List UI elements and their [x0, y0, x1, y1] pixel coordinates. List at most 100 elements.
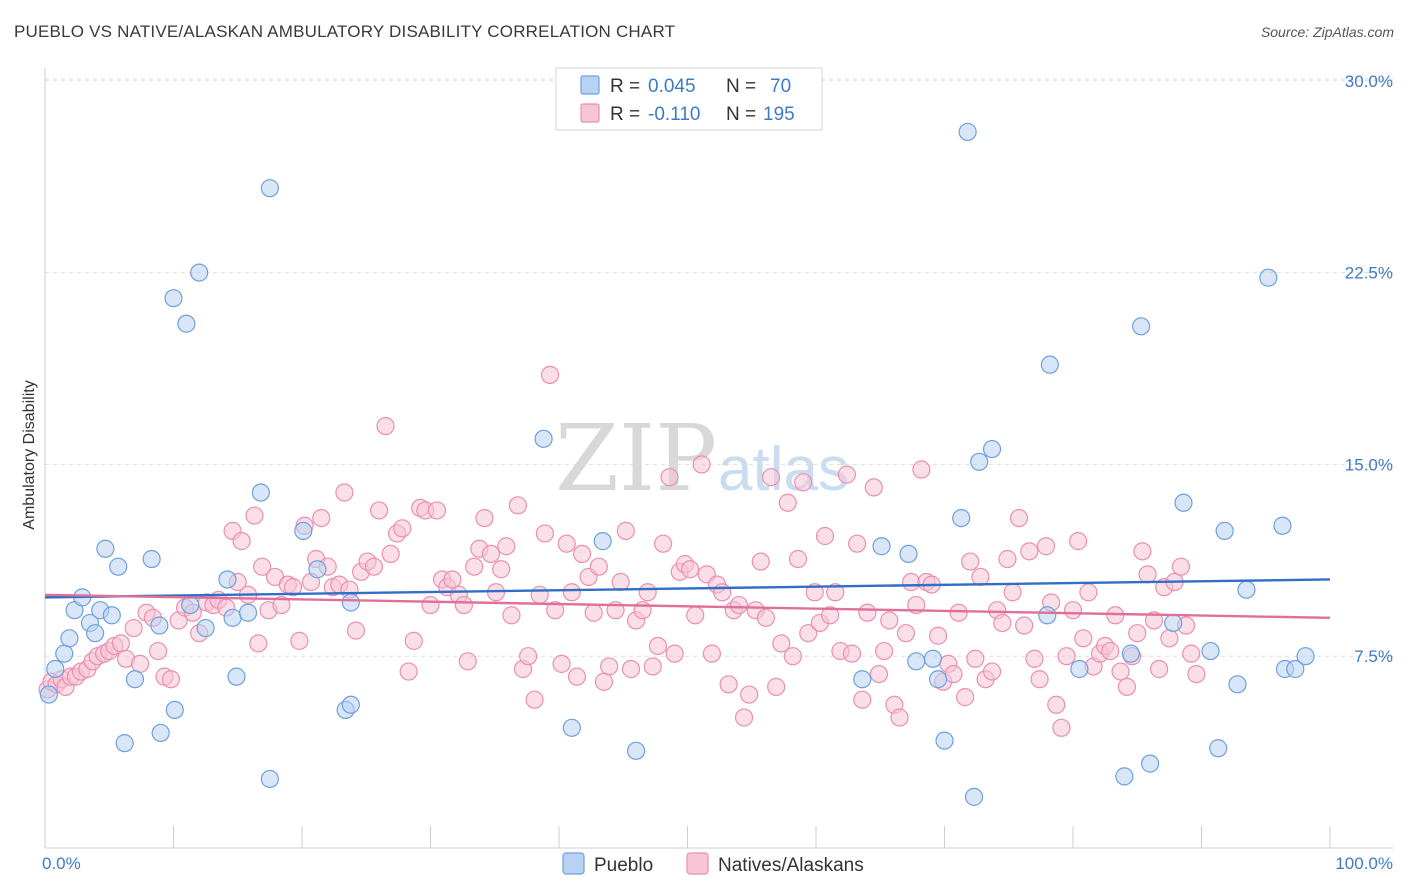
pueblo-point-21: [190, 263, 209, 282]
y-tick-label-1: 15.0%: [1345, 455, 1393, 474]
natives-point-76: [475, 508, 494, 528]
natives-point-94: [573, 544, 592, 564]
natives-point-124: [734, 708, 754, 727]
legend-r-value-natives: -0.110: [648, 104, 700, 125]
natives-point-99: [600, 657, 619, 676]
natives-point-153: [890, 708, 909, 727]
natives-point-51: [335, 483, 354, 502]
pueblo-point-68: [1286, 659, 1305, 679]
natives-point-131: [772, 634, 791, 653]
natives-point-192: [1101, 641, 1120, 661]
natives-point-130: [767, 677, 786, 696]
pueblo-point-40: [853, 670, 872, 689]
pueblo-point-69: [1296, 647, 1315, 666]
legend-n-label-natives: N =: [726, 104, 756, 125]
natives-point-145: [848, 534, 867, 553]
natives-point-89: [546, 601, 565, 620]
pueblo-point-9: [96, 539, 115, 558]
natives-point-127: [751, 552, 770, 571]
natives-point-132: [778, 493, 797, 512]
natives-point-184: [1057, 647, 1076, 666]
pueblo-point-28: [260, 179, 279, 198]
natives-point-174: [1003, 583, 1022, 602]
grid-lines: [45, 78, 1393, 657]
pueblo-point-22: [196, 618, 215, 638]
natives-point-17: [130, 654, 150, 673]
pueblo-point-20: [181, 595, 200, 615]
natives-point-80: [497, 537, 516, 556]
natives-point-168: [971, 567, 990, 587]
natives-point-14: [111, 634, 130, 653]
natives-point-33: [232, 532, 251, 551]
pueblo-point-60: [1201, 641, 1220, 661]
y-tick-label-0: 7.5%: [1354, 647, 1393, 666]
natives-point-56: [364, 557, 384, 576]
bottom-legend-swatch-pueblo: [562, 852, 585, 875]
natives-point-85: [525, 690, 544, 709]
natives-point-195: [1117, 677, 1137, 696]
natives-point-180: [1036, 537, 1056, 556]
pueblo-point-55: [1132, 317, 1151, 336]
pueblo-point-25: [227, 667, 246, 686]
pueblo-point-62: [1215, 521, 1234, 540]
pueblo-point-47: [970, 452, 989, 471]
legend-r-value-pueblo: 0.045: [648, 76, 696, 97]
natives-point-35: [245, 506, 264, 525]
pueblo-point-35: [534, 429, 553, 448]
natives-point-137: [805, 583, 824, 602]
pueblo-point-0: [39, 685, 58, 704]
natives-point-198: [1133, 542, 1152, 561]
natives-point-106: [638, 583, 657, 602]
y-tick-labels: 7.5% 15.0% 22.5% 30.0%: [1345, 72, 1393, 666]
bottom-legend-label-pueblo: Pueblo: [594, 855, 653, 876]
natives-point-176: [1015, 616, 1034, 635]
natives-point-111: [665, 644, 684, 663]
pueblo-point-59: [1174, 493, 1193, 512]
pueblo-point-43: [907, 652, 926, 671]
natives-point-66: [421, 595, 440, 615]
natives-point-115: [686, 606, 705, 625]
natives-point-203: [1160, 629, 1179, 648]
natives-point-43: [290, 631, 309, 650]
natives-point-129: [761, 468, 781, 487]
bottom-legend-label-natives: Natives/Alaskans: [718, 855, 864, 876]
pueblo-point-16: [151, 723, 170, 743]
natives-point-62: [399, 662, 418, 681]
bottom-legend-swatch-natives: [686, 852, 709, 875]
pueblo-point-58: [1164, 613, 1183, 633]
legend-n-label-pueblo: N =: [726, 76, 756, 97]
pueblo-point-49: [964, 787, 984, 806]
legend-r-label-pueblo: R =: [610, 76, 640, 97]
natives-point-208: [1187, 664, 1206, 684]
natives-point-207: [1182, 644, 1201, 663]
natives-point-183: [1052, 718, 1071, 737]
pueblo-point-29: [260, 769, 279, 789]
natives-point-154: [896, 624, 916, 643]
natives-point-86: [530, 585, 549, 604]
pueblo-point-14: [142, 549, 161, 569]
axes: [44, 68, 1393, 849]
natives-point-72: [454, 595, 474, 615]
natives-point-47: [312, 508, 331, 528]
natives-point-205: [1171, 557, 1191, 576]
natives-point-172: [993, 613, 1012, 633]
x-tick-label-min: 0.0%: [42, 854, 81, 873]
natives-point-194: [1111, 662, 1130, 681]
natives-point-36: [249, 634, 268, 653]
natives-point-144: [842, 644, 862, 663]
natives-point-187: [1074, 629, 1093, 648]
pueblo-point-57: [1140, 754, 1160, 773]
natives-point-167: [966, 649, 985, 668]
natives-point-107: [643, 657, 662, 676]
natives-point-143: [837, 465, 856, 484]
natives-point-82: [508, 496, 527, 515]
legend-n-value-natives: 195: [763, 104, 795, 125]
natives-point-91: [557, 534, 576, 553]
natives-point-140: [821, 606, 840, 625]
natives-point-157: [912, 460, 931, 479]
watermark-atlas: atlas: [718, 435, 849, 504]
y-axis-label: Ambulatory Disability: [21, 380, 38, 529]
pueblo-point-61: [1209, 739, 1228, 758]
pueblo-point-19: [177, 314, 196, 333]
x-tick-labels: 0.0% 100.0%: [42, 854, 1393, 873]
